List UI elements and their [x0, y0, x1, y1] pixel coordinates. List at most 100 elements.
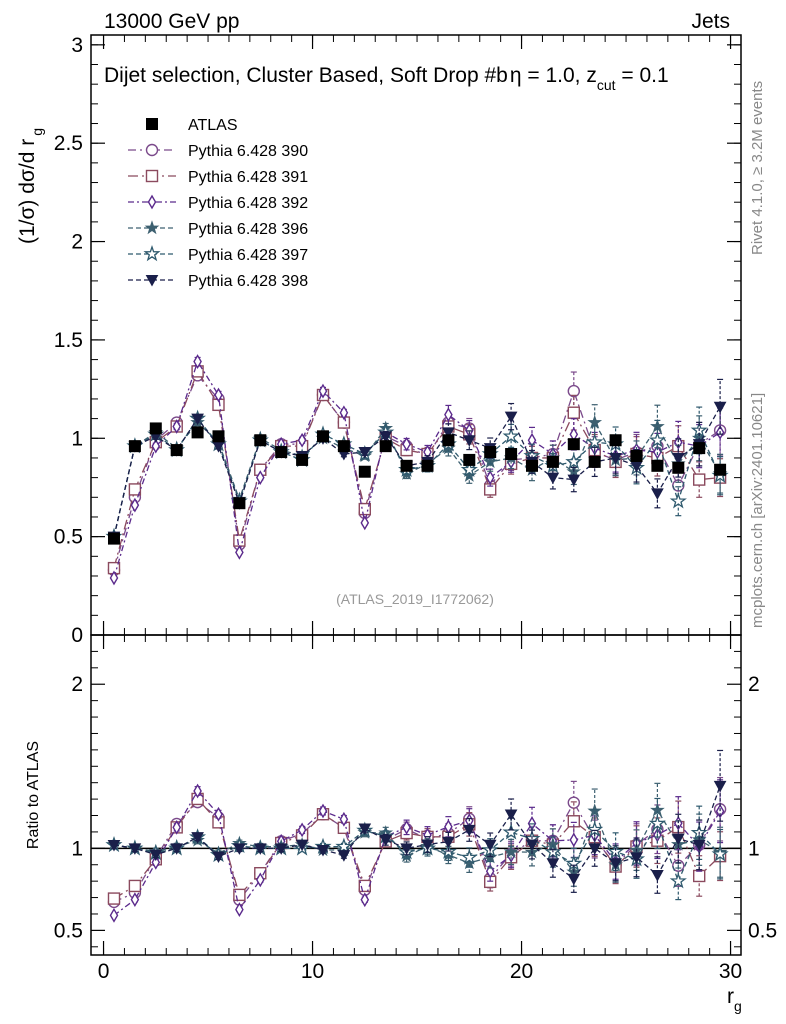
atlas-data-point [630, 449, 643, 462]
series-point-ratio [651, 870, 664, 882]
analysis-watermark: (ATLAS_2019_I1772062) [336, 591, 494, 607]
series-point-main [255, 470, 265, 486]
legend-marker [144, 220, 160, 235]
atlas-data-point [149, 422, 162, 435]
series-point-ratio [235, 902, 244, 917]
atlas-data-point [693, 442, 706, 455]
series-point-ratio [671, 833, 685, 846]
y-tick-label-ratio-right: 2 [748, 673, 760, 696]
series-line-main [113, 360, 721, 579]
series-point-ratio [400, 843, 413, 855]
series-point-ratio [502, 823, 520, 840]
series-point-ratio [609, 858, 622, 870]
series-point-ratio [462, 824, 476, 837]
series-point-main [444, 407, 453, 423]
series-point-ratio [650, 802, 665, 817]
series-point-ratio [233, 888, 246, 902]
atlas-data-point [672, 461, 685, 474]
series-point-ratio [274, 843, 288, 855]
atlas-data-point [191, 426, 204, 439]
series-point-main [130, 497, 140, 513]
series-point-main [318, 383, 328, 399]
series-point-ratio [107, 892, 121, 905]
atlas-data-point [588, 455, 601, 468]
series-point-ratio [339, 811, 349, 827]
series-point-main [128, 483, 142, 496]
atlas-data-point [546, 455, 559, 468]
legend-label: Pythia 6.428 397 [188, 247, 308, 264]
y-tick-label-main: 1.5 [54, 329, 83, 352]
series-point-ratio [109, 907, 119, 923]
atlas-data-point [651, 459, 664, 472]
series-point-ratio [233, 843, 246, 855]
ratio-series-layer [105, 749, 729, 923]
series-point-ratio [360, 892, 370, 908]
series-point-ratio [212, 851, 225, 863]
ratio-panel-frame [90, 634, 742, 956]
series-point-main [669, 492, 687, 509]
series-point-main [648, 431, 667, 448]
series-point-ratio [253, 843, 267, 855]
series-point-ratio [358, 879, 371, 893]
series-point-main [462, 435, 476, 447]
series-point-ratio [504, 809, 518, 821]
series-point-ratio [130, 892, 140, 908]
series-point-main [713, 401, 727, 414]
atlas-data-point [379, 440, 392, 453]
atlas-data-point [254, 434, 267, 447]
series-point-main [485, 470, 495, 486]
series-point-main [504, 411, 518, 424]
main-series-layer [105, 354, 729, 586]
series-point-ratio [172, 819, 182, 835]
atlas-data-point [567, 438, 580, 451]
series-point-ratio [692, 839, 706, 852]
series-point-main [460, 460, 478, 477]
series-point-ratio [297, 822, 307, 838]
series-point-main [442, 427, 455, 439]
y-tick-label-main: 0 [71, 624, 83, 647]
atlas-data-point [400, 459, 413, 472]
series-point-ratio [358, 823, 372, 836]
atlas-data-point [358, 465, 371, 478]
series-point-ratio [191, 832, 204, 844]
atlas-data-point [484, 446, 497, 459]
series-point-main [609, 452, 622, 465]
series-line-main [113, 421, 721, 537]
legend-marker [145, 275, 159, 287]
series-point-main [339, 405, 349, 421]
series-point-ratio [421, 839, 434, 852]
y-tick-label-main: 3 [71, 34, 83, 57]
series-line-main [113, 369, 721, 569]
series-point-ratio [316, 844, 330, 857]
x-tick-label: 10 [301, 960, 324, 983]
x-tick-label: 0 [98, 960, 110, 983]
y-tick-label-main: 0.5 [54, 526, 83, 549]
series-point-ratio [503, 844, 519, 859]
legend-label: Pythia 6.428 391 [188, 169, 308, 186]
legend-label: Pythia 6.428 398 [188, 273, 308, 290]
atlas-data-point [525, 459, 538, 472]
series-line-ratio [113, 801, 721, 903]
series-point-ratio [335, 837, 353, 854]
series-point-ratio [586, 820, 604, 837]
series-point-main [358, 502, 371, 516]
legend-label: Pythia 6.428 390 [188, 143, 308, 160]
series-point-ratio [525, 839, 539, 852]
atlas-data-point [296, 453, 309, 466]
legend-label: Pythia 6.428 392 [188, 195, 308, 212]
series-point-ratio [318, 803, 328, 819]
y-tick-label-main: 2.5 [54, 132, 83, 155]
main-data-points [107, 422, 727, 545]
atlas-data-point [337, 440, 350, 453]
series-point-ratio [713, 780, 727, 793]
series-point-ratio [379, 834, 393, 847]
y-tick-label-ratio-right: 1 [748, 837, 760, 860]
x-tick-label: 20 [510, 960, 533, 983]
ratio-axis-ticks: 0 10 20 30 0.5 0.5 1 1 2 2 [54, 635, 777, 983]
series-point-main [502, 427, 520, 444]
y-tick-label-main: 1 [71, 427, 83, 450]
atlas-data-point [609, 434, 622, 447]
series-point-main [379, 431, 393, 443]
series-point-ratio [214, 806, 223, 822]
